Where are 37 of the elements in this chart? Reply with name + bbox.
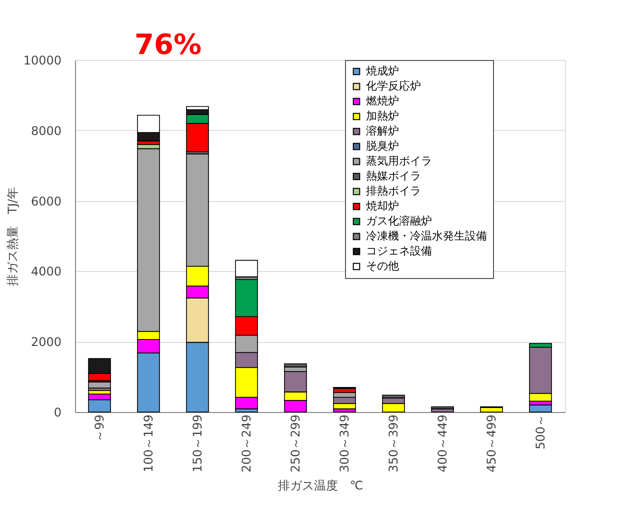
y-tick-label: 8000: [30, 124, 62, 138]
x-tick-label: 350～399: [386, 414, 400, 472]
legend-label: 溶解炉: [366, 124, 399, 138]
x-axis-title: 排ガス温度 ℃: [278, 478, 364, 492]
x-tick-label: 400～449: [436, 414, 450, 472]
x-tick-label: 150～199: [190, 414, 204, 472]
legend-label: 燃焼炉: [366, 94, 399, 108]
x-tick-label: ～99: [92, 414, 106, 442]
legend-label: 脱臭炉: [366, 140, 399, 152]
x-tick-label: 100～149: [142, 414, 156, 472]
bar: [235, 260, 258, 278]
legend-label: 熱媒ボイラ: [366, 170, 421, 182]
legend-label: 焼成炉: [366, 64, 399, 78]
bar: [431, 408, 454, 412]
legend-label: 焼却炉: [366, 200, 399, 212]
bar: [333, 408, 356, 412]
legend-label: 冷凍機・冷温水発生設備: [366, 230, 487, 242]
x-tick-label: 500～: [534, 414, 548, 450]
x-tick-label: 300～349: [338, 414, 352, 472]
y-tick-label: 10000: [23, 54, 62, 68]
annotation: 76%: [134, 28, 202, 61]
legend-label: その他: [366, 260, 399, 272]
x-tick-label: 450～499: [484, 414, 498, 472]
y-tick-label: 0: [54, 406, 62, 420]
bar: [529, 404, 552, 412]
legend-label: 排熱ボイラ: [366, 184, 421, 198]
x-tick-label: 200～249: [240, 414, 254, 472]
legend-label: コジェネ設備: [366, 244, 432, 258]
y-tick-label: 6000: [30, 194, 62, 208]
y-tick-label: 2000: [30, 335, 62, 350]
y-tick-label: 4000: [30, 264, 62, 279]
y-axis-title: 排ガス熱量 TJ/年: [5, 187, 20, 286]
legend-label: 蒸気用ボイラ: [366, 154, 432, 168]
legend-label: ガス化溶融炉: [366, 214, 432, 228]
legend-label: 加熱炉: [366, 110, 399, 122]
x-tick-label: 250～299: [288, 414, 302, 472]
legend-label: 化学反応炉: [366, 80, 421, 92]
